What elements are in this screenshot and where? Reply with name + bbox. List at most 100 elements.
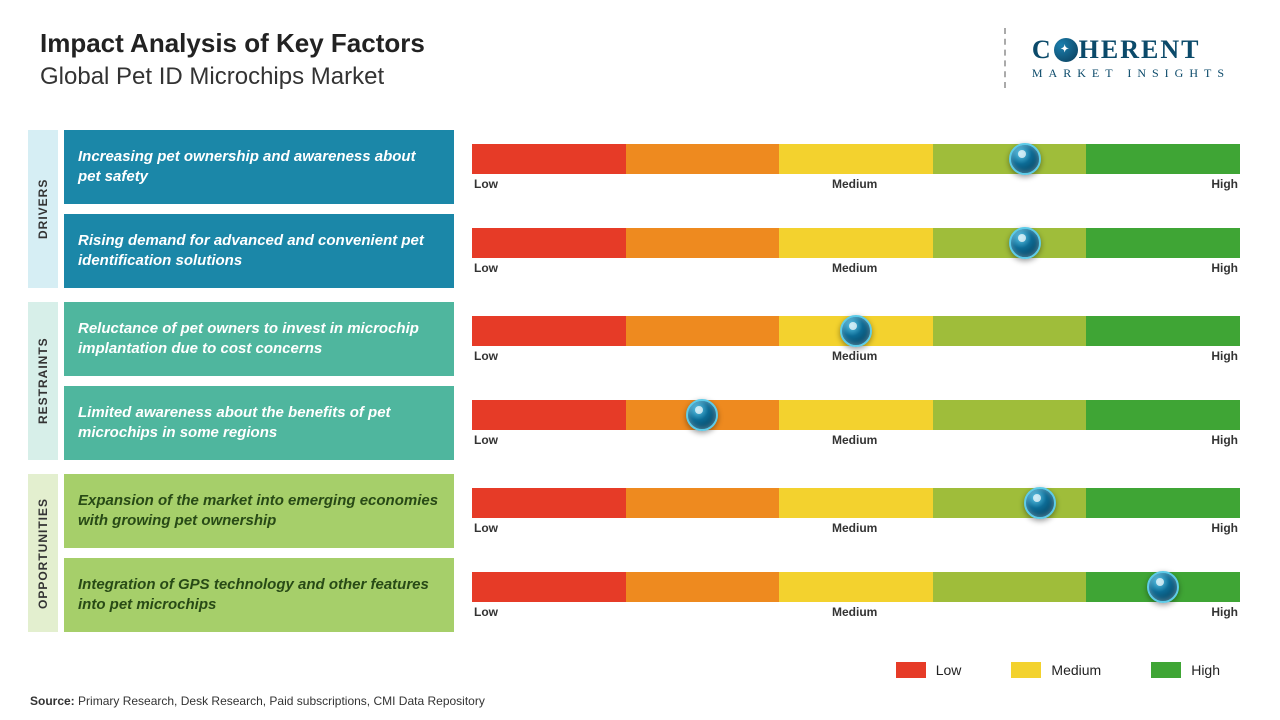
logo-top: C✦HERENT bbox=[1032, 37, 1230, 63]
scale-segment bbox=[626, 316, 780, 346]
logo-bottom: MARKET INSIGHTS bbox=[1032, 67, 1230, 79]
scale-label-high: High bbox=[1211, 605, 1238, 619]
scale-label-low: Low bbox=[474, 521, 498, 535]
category-block: RESTRAINTSReluctance of pet owners to in… bbox=[28, 302, 1240, 460]
scale-label-medium: Medium bbox=[832, 349, 877, 363]
scale-segment bbox=[472, 400, 626, 430]
scale-area: Low Medium High bbox=[472, 558, 1240, 632]
factor-text: Rising demand for advanced and convenien… bbox=[64, 214, 454, 288]
scale-segment bbox=[779, 400, 933, 430]
scale-segment bbox=[1086, 144, 1240, 174]
factor-row: Reluctance of pet owners to invest in mi… bbox=[64, 302, 1240, 376]
scale-bar bbox=[472, 488, 1240, 518]
scale-area: Low Medium High bbox=[472, 474, 1240, 548]
scale-segment bbox=[779, 228, 933, 258]
legend-swatch bbox=[1011, 662, 1041, 678]
factor-row: Rising demand for advanced and convenien… bbox=[64, 214, 1240, 288]
factor-text: Limited awareness about the benefits of … bbox=[64, 386, 454, 460]
scale-bar bbox=[472, 228, 1240, 258]
category-block: DRIVERSIncreasing pet ownership and awar… bbox=[28, 130, 1240, 288]
impact-marker bbox=[1024, 487, 1056, 519]
factor-text: Increasing pet ownership and awareness a… bbox=[64, 130, 454, 204]
factor-text: Reluctance of pet owners to invest in mi… bbox=[64, 302, 454, 376]
factor-text: Integration of GPS technology and other … bbox=[64, 558, 454, 632]
scale-label-low: Low bbox=[474, 433, 498, 447]
brand-logo: C✦HERENT MARKET INSIGHTS bbox=[1004, 28, 1240, 88]
scale-bar bbox=[472, 572, 1240, 602]
scale-segment bbox=[626, 488, 780, 518]
scale-label-high: High bbox=[1211, 433, 1238, 447]
scale-area: LowMediumHigh bbox=[472, 130, 1240, 204]
source-text: Primary Research, Desk Research, Paid su… bbox=[78, 694, 485, 708]
impact-marker bbox=[1009, 227, 1041, 259]
rows-wrap: Expansion of the market into emerging ec… bbox=[64, 474, 1240, 632]
scale-segment bbox=[472, 228, 626, 258]
scale-segment bbox=[472, 316, 626, 346]
scale-area: LowMediumHigh bbox=[472, 214, 1240, 288]
scale-label-medium: Medium bbox=[832, 177, 877, 191]
globe-icon: ✦ bbox=[1054, 38, 1078, 62]
impact-marker bbox=[840, 315, 872, 347]
scale-labels: Low Medium High bbox=[472, 518, 1240, 535]
scale-segment bbox=[933, 572, 1087, 602]
scale-label-low: Low bbox=[474, 605, 498, 619]
scale-label-high: High bbox=[1211, 177, 1238, 191]
scale-segment bbox=[472, 144, 626, 174]
legend-label: Medium bbox=[1051, 662, 1101, 678]
scale-bar bbox=[472, 400, 1240, 430]
scale-segment bbox=[933, 488, 1087, 518]
scale-segment bbox=[1086, 400, 1240, 430]
scale-segment bbox=[472, 488, 626, 518]
factor-row: Limited awareness about the benefits of … bbox=[64, 386, 1240, 460]
source-prefix: Source: bbox=[30, 694, 75, 708]
sub-title: Global Pet ID Microchips Market bbox=[40, 63, 425, 91]
impact-marker bbox=[1147, 571, 1179, 603]
legend-label: High bbox=[1191, 662, 1220, 678]
scale-segment bbox=[626, 144, 780, 174]
scale-labels: LowMediumHigh bbox=[472, 258, 1240, 275]
scale-segment bbox=[1086, 228, 1240, 258]
scale-labels: Low Medium High bbox=[472, 346, 1240, 363]
impact-marker bbox=[1009, 143, 1041, 175]
legend-swatch bbox=[1151, 662, 1181, 678]
factor-text: Expansion of the market into emerging ec… bbox=[64, 474, 454, 548]
source-line: Source: Primary Research, Desk Research,… bbox=[30, 694, 485, 708]
content-grid: DRIVERSIncreasing pet ownership and awar… bbox=[28, 130, 1240, 640]
factor-row: Integration of GPS technology and other … bbox=[64, 558, 1240, 632]
logo-divider bbox=[1004, 28, 1006, 88]
scale-label-medium: Medium bbox=[832, 261, 877, 275]
scale-label-medium: Medium bbox=[832, 521, 877, 535]
factor-row: Expansion of the market into emerging ec… bbox=[64, 474, 1240, 548]
category-label: DRIVERS bbox=[28, 130, 58, 288]
scale-label-high: High bbox=[1211, 349, 1238, 363]
scale-segment bbox=[626, 572, 780, 602]
scale-label-high: High bbox=[1211, 521, 1238, 535]
scale-label-medium: Medium bbox=[832, 433, 877, 447]
scale-segment bbox=[779, 572, 933, 602]
legend-label: Low bbox=[936, 662, 962, 678]
scale-segment bbox=[1086, 488, 1240, 518]
scale-segment bbox=[779, 488, 933, 518]
rows-wrap: Reluctance of pet owners to invest in mi… bbox=[64, 302, 1240, 460]
legend-swatch bbox=[896, 662, 926, 678]
factor-row: Increasing pet ownership and awareness a… bbox=[64, 130, 1240, 204]
scale-label-medium: Medium bbox=[832, 605, 877, 619]
category-label: RESTRAINTS bbox=[28, 302, 58, 460]
scale-labels: Low Medium High bbox=[472, 430, 1240, 447]
scale-segment bbox=[933, 400, 1087, 430]
scale-segment bbox=[933, 316, 1087, 346]
main-title: Impact Analysis of Key Factors bbox=[40, 28, 425, 59]
legend: Low Medium High bbox=[896, 662, 1220, 678]
scale-area: Low Medium High bbox=[472, 386, 1240, 460]
impact-marker bbox=[686, 399, 718, 431]
category-block: OPPORTUNITIESExpansion of the market int… bbox=[28, 474, 1240, 632]
scale-labels: Low Medium High bbox=[472, 602, 1240, 619]
rows-wrap: Increasing pet ownership and awareness a… bbox=[64, 130, 1240, 288]
scale-bar bbox=[472, 144, 1240, 174]
scale-segment bbox=[779, 144, 933, 174]
scale-area: Low Medium High bbox=[472, 302, 1240, 376]
scale-label-low: Low bbox=[474, 349, 498, 363]
header: Impact Analysis of Key Factors Global Pe… bbox=[40, 28, 1240, 91]
title-block: Impact Analysis of Key Factors Global Pe… bbox=[40, 28, 425, 91]
scale-label-low: Low bbox=[474, 261, 498, 275]
